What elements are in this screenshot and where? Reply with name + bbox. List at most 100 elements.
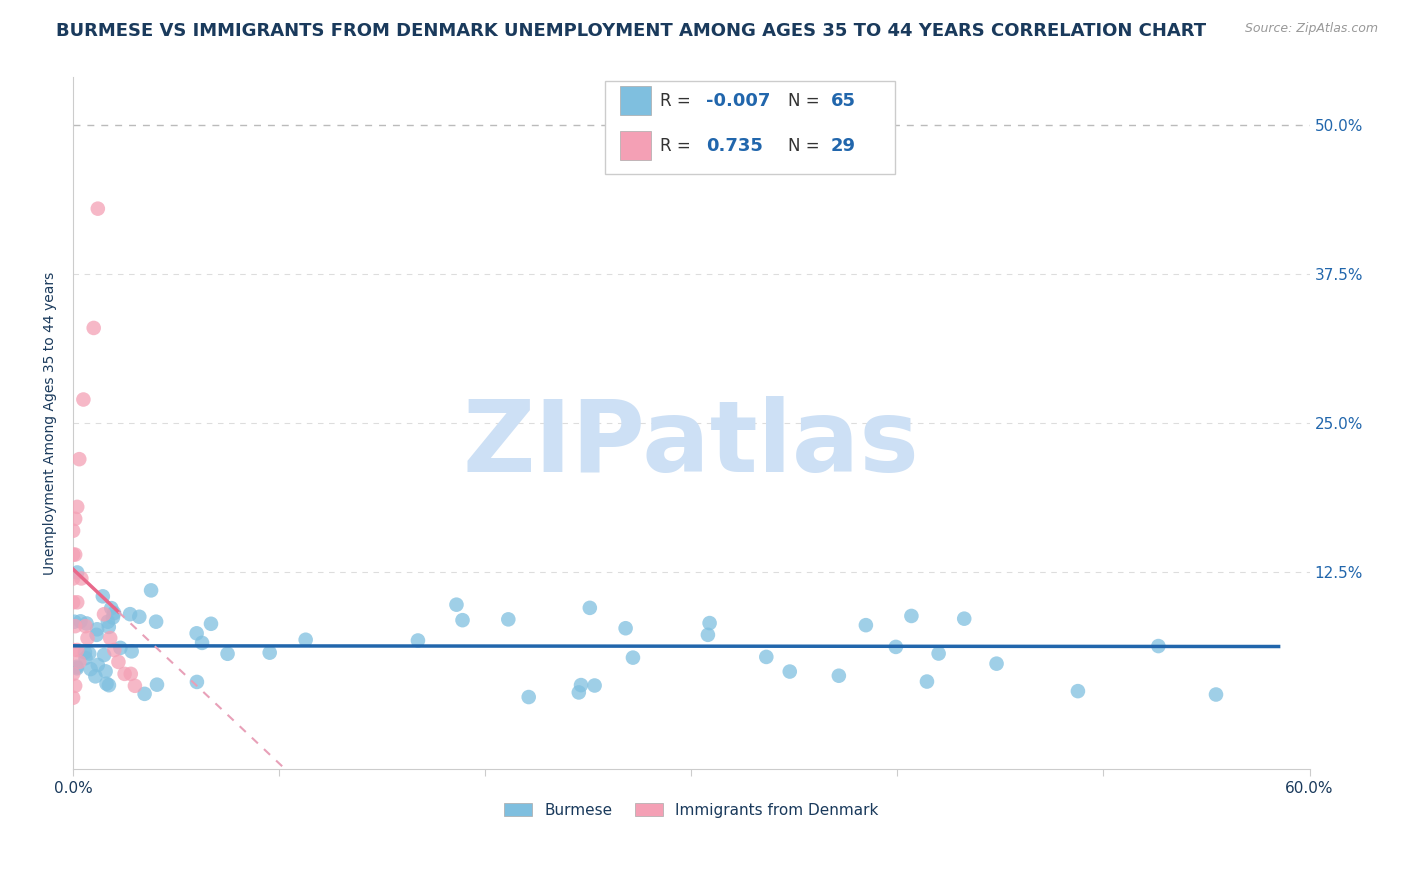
Point	[86, 622, 108, 636]
Text: R =: R =	[661, 92, 692, 110]
Point	[63, 512, 86, 526]
Point	[76, 631, 98, 645]
Text: ZIPatlas: ZIPatlas	[463, 396, 920, 492]
Point	[259, 646, 281, 660]
Point	[915, 674, 938, 689]
Point	[69, 615, 91, 629]
Point	[62, 643, 84, 657]
Point	[62, 690, 84, 705]
Point	[145, 615, 167, 629]
Point	[62, 666, 84, 681]
Point	[91, 590, 114, 604]
Point	[96, 676, 118, 690]
Point	[87, 657, 110, 672]
Point	[128, 609, 150, 624]
Point	[498, 612, 520, 626]
Point	[621, 650, 644, 665]
Point	[84, 669, 107, 683]
Point	[83, 321, 105, 335]
Point	[953, 612, 976, 626]
Point	[986, 657, 1008, 671]
Text: R =: R =	[661, 137, 692, 155]
Point	[79, 662, 101, 676]
Point	[139, 583, 162, 598]
Point	[62, 548, 84, 562]
Point	[66, 661, 89, 675]
Point	[446, 598, 468, 612]
Point	[72, 392, 94, 407]
Point	[217, 647, 239, 661]
Text: N =: N =	[787, 92, 820, 110]
Legend: Burmese, Immigrants from Denmark: Burmese, Immigrants from Denmark	[498, 797, 884, 824]
Point	[93, 607, 115, 622]
Text: 65: 65	[831, 92, 856, 110]
Point	[103, 606, 125, 620]
Point	[63, 679, 86, 693]
Point	[70, 571, 93, 585]
Point	[114, 666, 136, 681]
Point	[75, 651, 97, 665]
Point	[583, 679, 606, 693]
Text: Source: ZipAtlas.com: Source: ZipAtlas.com	[1244, 22, 1378, 36]
Point	[67, 655, 90, 669]
Point	[107, 655, 129, 669]
Point	[451, 613, 474, 627]
Point	[100, 601, 122, 615]
Point	[200, 616, 222, 631]
Point	[97, 620, 120, 634]
Point	[134, 687, 156, 701]
Y-axis label: Unemployment Among Ages 35 to 44 years: Unemployment Among Ages 35 to 44 years	[44, 272, 58, 575]
Point	[900, 609, 922, 624]
Point	[569, 678, 592, 692]
Point	[1147, 639, 1170, 653]
Point	[294, 632, 316, 647]
Point	[124, 679, 146, 693]
Point	[186, 626, 208, 640]
Point	[101, 610, 124, 624]
Point	[62, 595, 84, 609]
FancyBboxPatch shape	[620, 131, 651, 161]
Point	[63, 619, 86, 633]
Text: N =: N =	[787, 137, 820, 155]
Point	[614, 621, 637, 635]
Point	[86, 628, 108, 642]
Point	[146, 678, 169, 692]
FancyBboxPatch shape	[605, 81, 896, 174]
Point	[63, 548, 86, 562]
Point	[97, 678, 120, 692]
Point	[87, 202, 110, 216]
Point	[568, 685, 591, 699]
Point	[755, 649, 778, 664]
Point	[121, 644, 143, 658]
Point	[93, 648, 115, 662]
Text: 0.735: 0.735	[706, 137, 763, 155]
Point	[120, 666, 142, 681]
Point	[186, 675, 208, 690]
Point	[779, 665, 801, 679]
Point	[66, 500, 89, 514]
Point	[62, 524, 84, 538]
Point	[191, 636, 214, 650]
Point	[66, 566, 89, 580]
Text: 29: 29	[831, 137, 856, 155]
Point	[77, 647, 100, 661]
Point	[98, 631, 121, 645]
FancyBboxPatch shape	[620, 87, 651, 115]
Text: -0.007: -0.007	[706, 92, 770, 110]
Point	[696, 628, 718, 642]
Point	[97, 615, 120, 629]
Point	[118, 607, 141, 622]
Point	[63, 615, 86, 629]
Point	[1205, 688, 1227, 702]
Point	[76, 616, 98, 631]
Point	[94, 665, 117, 679]
Point	[928, 647, 950, 661]
Point	[828, 669, 851, 683]
Point	[110, 640, 132, 655]
Point	[406, 633, 429, 648]
Point	[73, 645, 96, 659]
Point	[579, 600, 602, 615]
Point	[67, 452, 90, 467]
Point	[66, 643, 89, 657]
Text: BURMESE VS IMMIGRANTS FROM DENMARK UNEMPLOYMENT AMONG AGES 35 TO 44 YEARS CORREL: BURMESE VS IMMIGRANTS FROM DENMARK UNEMP…	[56, 22, 1206, 40]
